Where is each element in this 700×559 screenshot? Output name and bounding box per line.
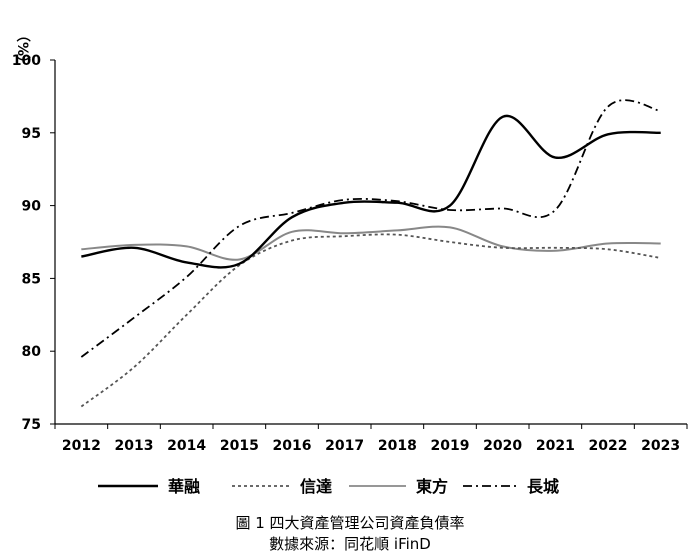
y-axis-ticks: 75 80 85 90 95 100 <box>12 53 55 433</box>
y-tick-label: 90 <box>22 199 42 215</box>
x-tick-label: 2014 <box>167 438 206 454</box>
x-tick-label: 2015 <box>220 438 259 454</box>
x-tick-label: 2012 <box>62 438 101 454</box>
y-tick-label: 95 <box>22 126 41 142</box>
x-axis-ticks: 2012 2013 2014 2015 2016 2017 2018 2019 2020 2021… <box>54 424 688 454</box>
x-tick-label: 2019 <box>431 438 470 454</box>
y-axis-unit-label: （%） <box>14 28 30 70</box>
x-tick-label: 2021 <box>536 438 575 454</box>
x-tick-label: 2022 <box>589 438 628 454</box>
source-note: 數據來源：同花順 iFinD <box>269 535 431 553</box>
y-tick-label: 100 <box>12 53 41 69</box>
legend-label-2: 信達 <box>300 477 332 496</box>
series-line-3 <box>81 225 661 261</box>
series-lines <box>80 99 661 408</box>
x-tick-label: 2023 <box>641 438 680 454</box>
axes <box>54 60 687 425</box>
x-tick-label: 2013 <box>115 438 154 454</box>
x-tick-label: 2018 <box>378 438 417 454</box>
y-tick-label: 75 <box>22 417 41 433</box>
series-line-1 <box>81 114 661 269</box>
x-tick-label: 2016 <box>273 438 312 454</box>
legend-label-1: 華融 <box>168 477 200 496</box>
x-tick-label: 2017 <box>325 438 364 454</box>
series-line-2 <box>80 233 661 408</box>
figure-caption: 圖 1 四大資產管理公司資產負債率 <box>235 514 465 532</box>
legend-label-3: 東方 <box>416 477 448 496</box>
series-line-4 <box>80 99 661 358</box>
legend: 華融 信達 東方 長城 <box>98 477 559 496</box>
x-tick-label: 2020 <box>483 438 522 454</box>
y-tick-label: 85 <box>22 271 41 287</box>
legend-label-4: 長城 <box>527 477 559 496</box>
y-tick-label: 80 <box>22 344 42 360</box>
